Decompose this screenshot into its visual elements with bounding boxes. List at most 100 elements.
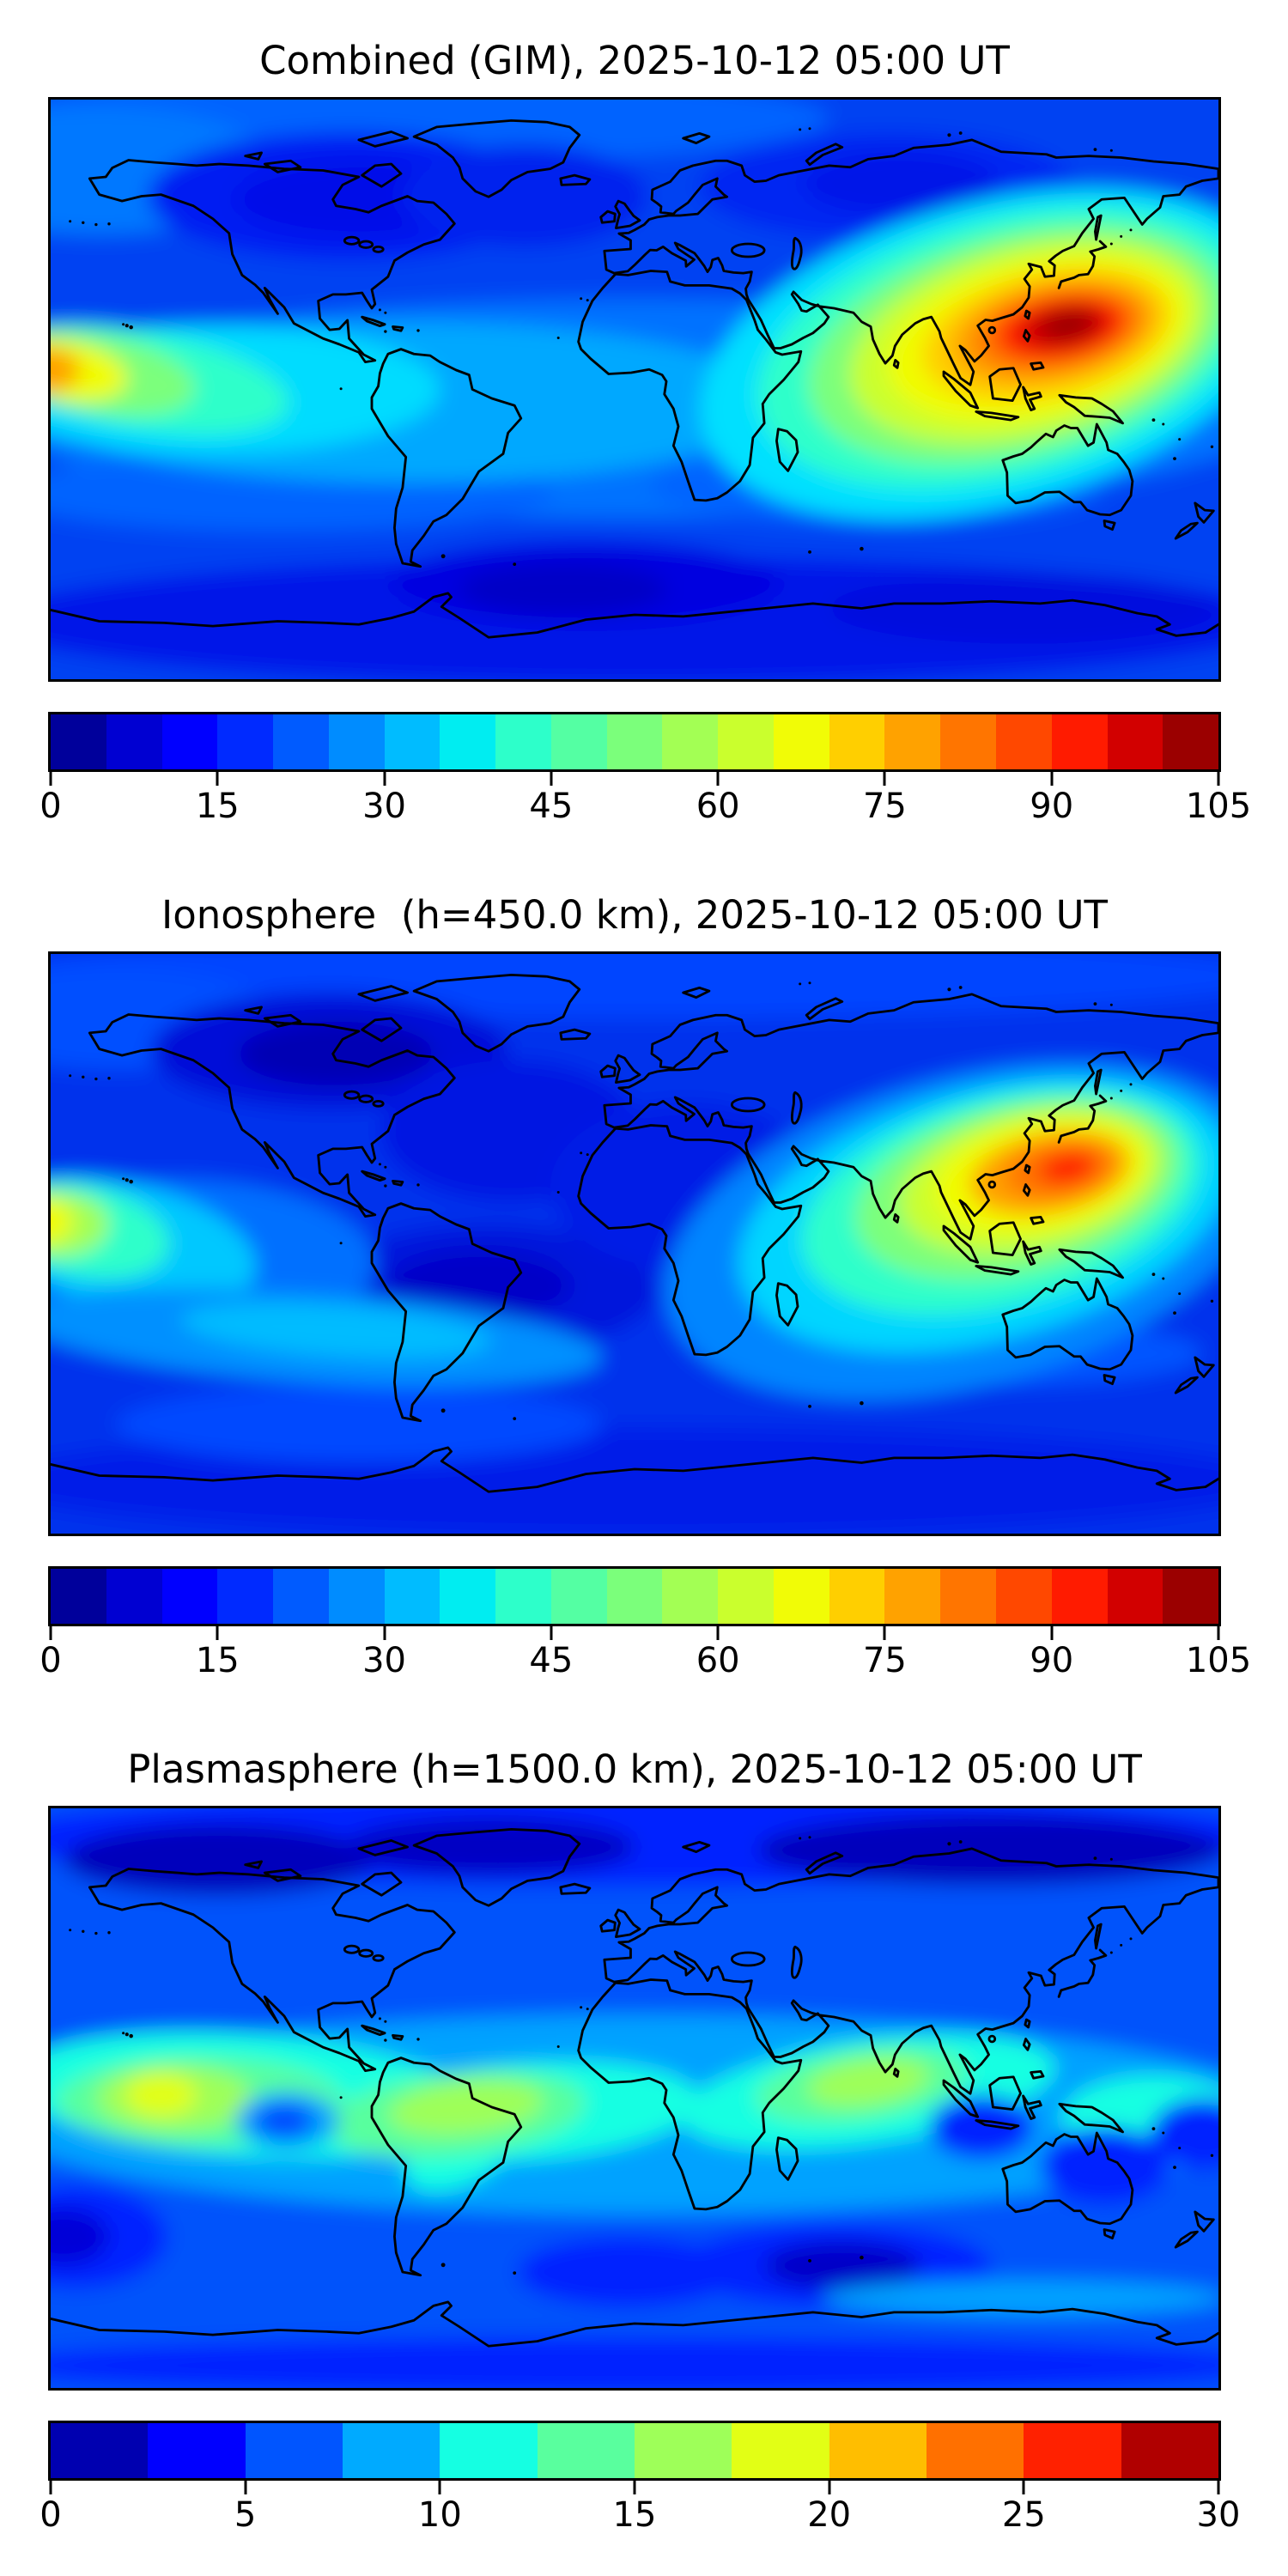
colorbar-segment xyxy=(996,1569,1052,1624)
colorbar-segment xyxy=(732,2423,829,2478)
colorbar-segment xyxy=(51,1569,106,1624)
colorbar-tick-label: 15 xyxy=(195,787,240,826)
colorbar-tick-label: 5 xyxy=(234,2495,257,2535)
colorbar-segment xyxy=(495,1569,551,1624)
colorbar-tick-label: 15 xyxy=(195,1641,240,1680)
colorbar-tick xyxy=(383,772,386,786)
colorbar-tick xyxy=(1217,772,1220,786)
colorbar-tick xyxy=(49,772,52,786)
colorbar-segment xyxy=(829,714,885,769)
contour-field xyxy=(51,1808,1218,2388)
colorbar-segment xyxy=(495,714,551,769)
colorbar-segment xyxy=(718,1569,774,1624)
colorbar-tick xyxy=(383,1626,386,1640)
colorbar-tick-label: 60 xyxy=(696,787,740,826)
colorbar-tick xyxy=(438,2481,441,2494)
colorbar-gradient xyxy=(51,714,1219,769)
colorbar-tick xyxy=(49,1626,52,1640)
colorbar-segment xyxy=(1107,714,1163,769)
map-canvas xyxy=(51,100,1218,679)
tec-map-combined xyxy=(48,97,1221,682)
colorbar-segment xyxy=(940,1569,997,1624)
colorbar-segment xyxy=(550,714,607,769)
colorbar-tick xyxy=(550,1626,553,1640)
panel-title: Ionosphere (h=450.0 km), 2025-10-12 05:0… xyxy=(161,892,1109,938)
colorbar-segment xyxy=(148,2423,246,2478)
colorbar-segment xyxy=(829,1569,885,1624)
colorbar-tick xyxy=(216,772,219,786)
colorbar xyxy=(48,712,1221,772)
colorbar-segment xyxy=(273,714,329,769)
colorbar-segment xyxy=(384,1569,440,1624)
colorbar-segment xyxy=(440,714,496,769)
colorbar-segment xyxy=(273,1569,329,1624)
colorbar-segment xyxy=(884,714,941,769)
colorbar-segment xyxy=(773,1569,829,1624)
colorbar-segment xyxy=(51,2423,149,2478)
colorbar-tick-labels: 0 15 30 45 60 75 90 105 xyxy=(39,787,1251,831)
colorbar-segment xyxy=(1107,1569,1163,1624)
colorbar-segment xyxy=(217,714,274,769)
colorbar-segment xyxy=(161,1569,218,1624)
colorbar-segment xyxy=(245,2423,343,2478)
colorbar-tick-label: 45 xyxy=(529,1641,574,1680)
panel-combined-gim: Combined (GIM), 2025-10-12 05:00 UT 0 15 3… xyxy=(0,0,1288,854)
colorbar-segment xyxy=(440,2423,538,2478)
colorbar-tick xyxy=(1050,1626,1054,1640)
colorbar-segment xyxy=(606,1569,663,1624)
colorbar-tick xyxy=(550,772,553,786)
colorbar-tick-label: 25 xyxy=(1001,2495,1046,2535)
colorbar-segment xyxy=(884,1569,941,1624)
contour-field xyxy=(51,954,1218,1534)
panel-ionosphere: Ionosphere (h=450.0 km), 2025-10-12 05:0… xyxy=(0,854,1288,1709)
colorbar-segment xyxy=(217,1569,274,1624)
colorbar-segment xyxy=(1163,714,1219,769)
colorbar-segment xyxy=(342,2423,440,2478)
colorbar-segment xyxy=(940,714,997,769)
panel-plasmasphere: Plasmasphere (h=1500.0 km), 2025-10-12 0… xyxy=(0,1709,1288,2563)
colorbar-segment xyxy=(328,1569,385,1624)
colorbar-segment xyxy=(106,1569,162,1624)
colorbar-segment xyxy=(550,1569,607,1624)
colorbar-tick-label: 45 xyxy=(529,787,574,826)
colorbar-tick-labels: 0 15 30 45 60 75 90 105 xyxy=(39,1641,1251,1686)
colorbar-tick-label: 105 xyxy=(1185,1641,1252,1680)
colorbar-tick-label: 90 xyxy=(1030,787,1074,826)
colorbar-segment xyxy=(537,2423,635,2478)
colorbar-segment xyxy=(1121,2423,1218,2478)
colorbar-segment xyxy=(1163,1569,1219,1624)
tec-map-plasmasphere xyxy=(48,1806,1221,2391)
map-canvas xyxy=(51,1808,1218,2388)
colorbar xyxy=(48,2421,1221,2481)
colorbar-segment xyxy=(634,2423,732,2478)
colorbar-segment xyxy=(996,714,1052,769)
colorbar-tick-label: 20 xyxy=(807,2495,852,2535)
colorbar-ticks xyxy=(49,1626,1220,1640)
colorbar-tick-label: 30 xyxy=(362,787,407,826)
colorbar-tick-label: 90 xyxy=(1030,1641,1074,1680)
colorbar-tick xyxy=(883,1626,886,1640)
colorbar-tick-labels: 0 5 10 15 20 25 30 xyxy=(39,2495,1240,2540)
colorbar-tick-label: 0 xyxy=(39,787,62,826)
colorbar-segment xyxy=(384,714,440,769)
colorbar-tick xyxy=(244,2481,247,2494)
colorbar-tick xyxy=(716,772,720,786)
panel-title: Combined (GIM), 2025-10-12 05:00 UT xyxy=(259,38,1010,83)
colorbar-tick-label: 10 xyxy=(417,2495,462,2535)
colorbar-tick xyxy=(49,2481,52,2494)
colorbar-segment xyxy=(1024,2423,1121,2478)
colorbar-segment xyxy=(51,714,106,769)
colorbar-gradient xyxy=(51,1569,1219,1624)
colorbar-tick-label: 15 xyxy=(612,2495,657,2535)
colorbar-segment xyxy=(1051,714,1108,769)
colorbar-tick xyxy=(716,1626,720,1640)
colorbar-tick xyxy=(1022,2481,1025,2494)
colorbar-tick-label: 30 xyxy=(1196,2495,1241,2535)
colorbar-segment xyxy=(606,714,663,769)
colorbar-tick-label: 75 xyxy=(862,1641,907,1680)
colorbar-tick-label: 105 xyxy=(1185,787,1252,826)
map-canvas xyxy=(51,954,1218,1534)
colorbar-tick-label: 75 xyxy=(862,787,907,826)
colorbar-segment xyxy=(662,714,719,769)
colorbar-tick xyxy=(1217,1626,1220,1640)
